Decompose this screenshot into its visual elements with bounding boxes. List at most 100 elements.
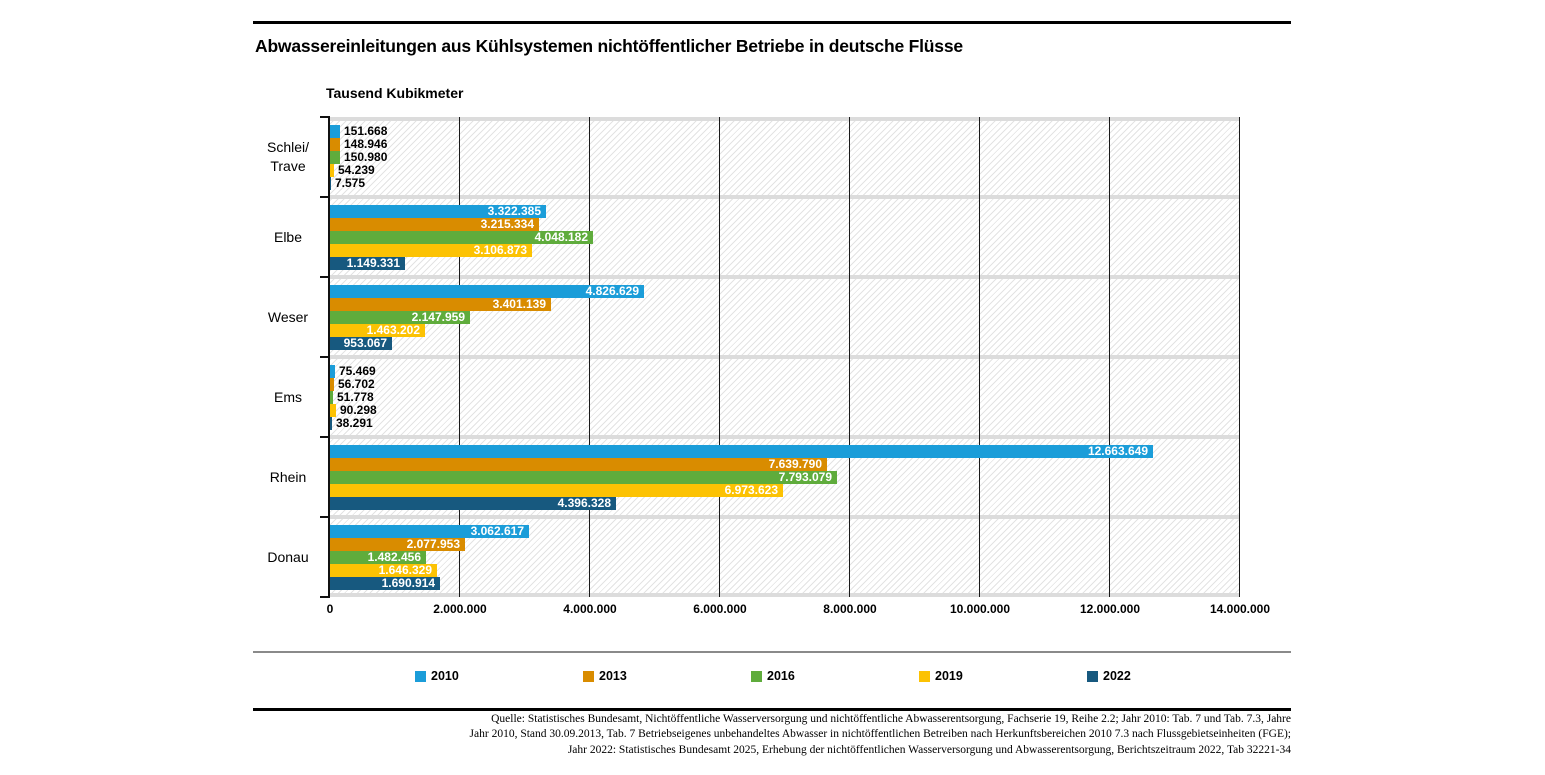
legend-label: 2019 [935, 669, 963, 683]
category-separator-band [330, 435, 1240, 439]
x-tick-label: 4.000.000 [563, 602, 617, 616]
bar-2016-elbe [330, 231, 593, 244]
source-line: Jahr 2022: Statistisches Bundesamt 2025,… [567, 743, 1291, 756]
bar-2022-schlei-trave [330, 177, 331, 190]
bar-2019-schlei-trave [330, 164, 334, 177]
legend-label: 2016 [767, 669, 795, 683]
x-tick-label: 0 [326, 602, 334, 616]
bar-value-label: 3.062.617 [470, 524, 524, 538]
bar-2013-donau [330, 538, 465, 551]
y-axis-tick [320, 516, 330, 518]
bar-value-label: 150.980 [344, 150, 388, 164]
bar-2019-elbe [330, 244, 532, 257]
legend-item-2010: 2010 [415, 669, 459, 683]
bar-2019-rhein [330, 484, 783, 497]
row-label-schlei-trave: Schlei/Trave [266, 139, 310, 174]
bar-value-label: 1.646.329 [378, 563, 432, 577]
bar-2013-ems [330, 378, 334, 391]
gridline [589, 117, 590, 597]
bar-value-label: 38.291 [336, 416, 373, 430]
bar-2010-donau [330, 525, 529, 538]
legend-swatch-2016 [751, 670, 762, 682]
bar-value-label: 3.215.334 [480, 217, 534, 231]
y-axis-tick [320, 116, 330, 118]
x-tick-label: 14.000.000 [1209, 602, 1271, 616]
row-label-elbe: Elbe [273, 228, 303, 245]
y-axis-tick [320, 196, 330, 198]
bar-value-label: 148.946 [344, 137, 388, 151]
y-axis-tick [320, 436, 330, 438]
gridline [459, 117, 460, 597]
x-tick-label: 12.000.000 [1079, 602, 1141, 616]
category-separator-band [330, 593, 1240, 597]
bar-value-label: 7.793.079 [778, 470, 832, 484]
bar-value-label: 56.702 [338, 377, 375, 391]
y-axis-tick [320, 356, 330, 358]
bar-value-label: 1.690.914 [381, 576, 435, 590]
bar-value-label: 3.401.139 [492, 297, 546, 311]
bar-2016-schlei-trave [330, 151, 340, 164]
bar-value-label: 4.826.629 [585, 284, 639, 298]
gridline [1239, 117, 1240, 597]
bar-2019-donau [330, 564, 437, 577]
bar-2016-ems [330, 391, 333, 404]
category-separator-band [330, 355, 1240, 359]
bar-value-label: 75.469 [339, 364, 376, 378]
page-title: Abwassereinleitungen aus Kühlsystemen ni… [255, 36, 963, 56]
x-tick-label: 10.000.000 [949, 602, 1011, 616]
row-label-weser: Weser [267, 308, 309, 325]
bar-2019-ems [330, 404, 336, 417]
legend-swatch-2013 [583, 670, 594, 682]
bar-2019-weser [330, 324, 425, 337]
bar-value-label: 151.668 [344, 124, 388, 138]
x-tick-label: 2.000.000 [433, 602, 487, 616]
bar-2010-elbe [330, 205, 546, 218]
bar-value-label: 2.077.953 [406, 537, 460, 551]
bar-value-label: 4.048.182 [534, 230, 588, 244]
bar-2022-weser [330, 337, 392, 350]
bar-2022-donau [330, 577, 440, 590]
legend-swatch-2022 [1087, 670, 1098, 682]
bar-2022-elbe [330, 257, 405, 270]
axis-unit-label: Tausend Kubikmeter [326, 85, 464, 101]
row-label-rhein: Rhein [269, 468, 307, 485]
bar-value-label: 3.322.385 [487, 204, 541, 218]
row-label-ems: Ems [274, 388, 302, 405]
bar-2013-rhein [330, 458, 827, 471]
bar-value-label: 4.396.328 [557, 496, 611, 510]
legend-label: 2022 [1103, 669, 1131, 683]
legend-label: 2010 [431, 669, 459, 683]
bar-value-label: 1.463.202 [366, 323, 420, 337]
bar-value-label: 953.067 [343, 336, 387, 350]
bar-2010-weser [330, 285, 644, 298]
bar-value-label: 51.778 [337, 390, 374, 404]
legend-item-2013: 2013 [583, 669, 627, 683]
bar-value-label: 2.147.959 [411, 310, 465, 324]
bar-value-label: 1.482.456 [367, 550, 421, 564]
source-note: Quelle: Statistisches Bundesamt, Nichtöf… [300, 712, 1291, 758]
gridline [849, 117, 850, 597]
gridline [1109, 117, 1110, 597]
x-tick-label: 8.000.000 [823, 602, 877, 616]
bar-2010-rhein [330, 445, 1153, 458]
category-separator-band [330, 195, 1240, 199]
bar-value-label: 54.239 [338, 163, 375, 177]
bar-value-label: 90.298 [340, 403, 377, 417]
legend-swatch-2010 [415, 670, 426, 682]
bar-2013-weser [330, 298, 551, 311]
legend-label: 2013 [599, 669, 627, 683]
bar-2016-rhein [330, 471, 837, 484]
bar-2013-elbe [330, 218, 539, 231]
bar-value-label: 12.663.649 [1087, 444, 1148, 458]
bar-2016-donau [330, 551, 426, 564]
row-label-donau: Donau [267, 548, 309, 565]
bar-value-label: 3.106.873 [473, 243, 527, 257]
bar-value-label: 6.973.623 [724, 483, 778, 497]
legend-swatch-2019 [919, 670, 930, 682]
y-axis-tick [320, 276, 330, 278]
bar-value-label: 7.575 [335, 176, 366, 190]
bottom-rule [253, 708, 1291, 711]
legend-item-2022: 2022 [1087, 669, 1131, 683]
x-tick-label: 6.000.000 [693, 602, 747, 616]
